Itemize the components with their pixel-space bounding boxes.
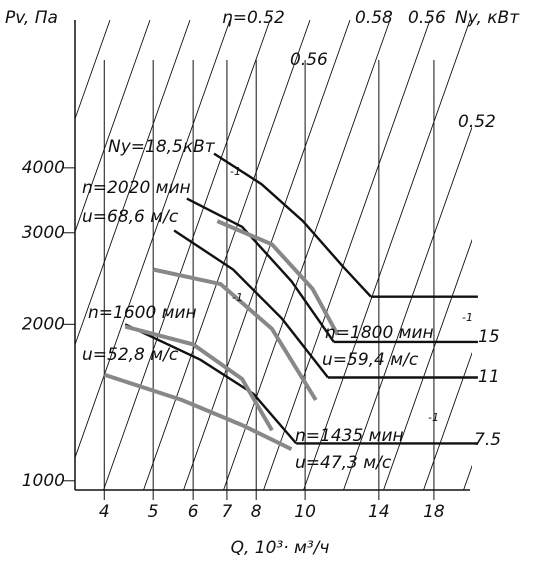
annotation: Pv, Па [5,8,58,28]
curve [216,219,340,336]
x-tick-label: 18 [423,502,445,522]
efficiency-line [75,20,191,347]
annotation: u=47,3 м/с [295,453,392,473]
efficiency-line [183,20,351,490]
y-tick-label: 4000 [22,158,65,178]
annotation: u=68,6 м/с [82,207,179,227]
curve [124,323,298,445]
efficiency-line [500,20,550,500]
y-tick-label: 1000 [22,471,65,491]
y-tick-label: 2000 [22,314,65,334]
efficiency-line [0,20,70,500]
efficiency-lines [0,20,550,500]
x-tick-label: 10 [294,502,316,522]
x-axis-label: Q, 10³· м³/ч [231,538,330,558]
efficiency-line [263,20,431,490]
annotation: 0.52 [458,112,496,132]
annotation: n=1800 мин [325,323,434,343]
annotation: -1 [232,291,243,304]
curve [103,372,293,451]
curve [173,229,329,379]
annotation: n=1435 мин [295,426,404,446]
x-tick-label: 6 [188,502,199,522]
efficiency-line [423,351,472,490]
annotation: u=59,4 м/с [322,350,419,370]
efficiency-line [343,125,472,490]
efficiency-line [75,20,151,234]
efficiency-line [75,20,231,459]
curve [186,197,335,343]
annotation: -1 [230,165,241,178]
annotation: -1 [462,311,473,324]
annotation: u=52,8 м/с [82,345,179,365]
efficiency-line [463,464,472,490]
annotation: 0.56 [408,8,446,28]
annotation: Ny, кВт [455,8,520,28]
annotation: 0.58 [355,8,393,28]
efficiency-line [75,20,111,121]
annotation: 11 [478,367,500,387]
efficiency-line [303,20,471,490]
x-tick-label: 5 [148,502,159,522]
annotation: Ny=18,5кВт [108,137,216,157]
x-tick-label: 8 [251,502,262,522]
curve [213,152,372,298]
efficiency-line [383,238,472,490]
curve [152,267,318,402]
annotation: 15 [478,327,500,347]
curve [124,324,274,432]
annotation: η=0.52 [222,8,285,28]
annotation: 0.56 [290,50,328,70]
x-tick-label: 14 [368,502,390,522]
annotation: -1 [428,411,439,424]
efficiency-line [0,20,30,500]
efficiency-line [143,20,311,490]
annotation: n=1600 мин [88,303,197,323]
annotation: 7.5 [474,430,501,450]
annotation: n=2020 мин [82,178,191,198]
efficiency-line [103,20,271,490]
x-tick-label: 4 [99,502,110,522]
y-tick-label: 3000 [22,223,65,243]
x-tick-label: 7 [222,502,233,522]
